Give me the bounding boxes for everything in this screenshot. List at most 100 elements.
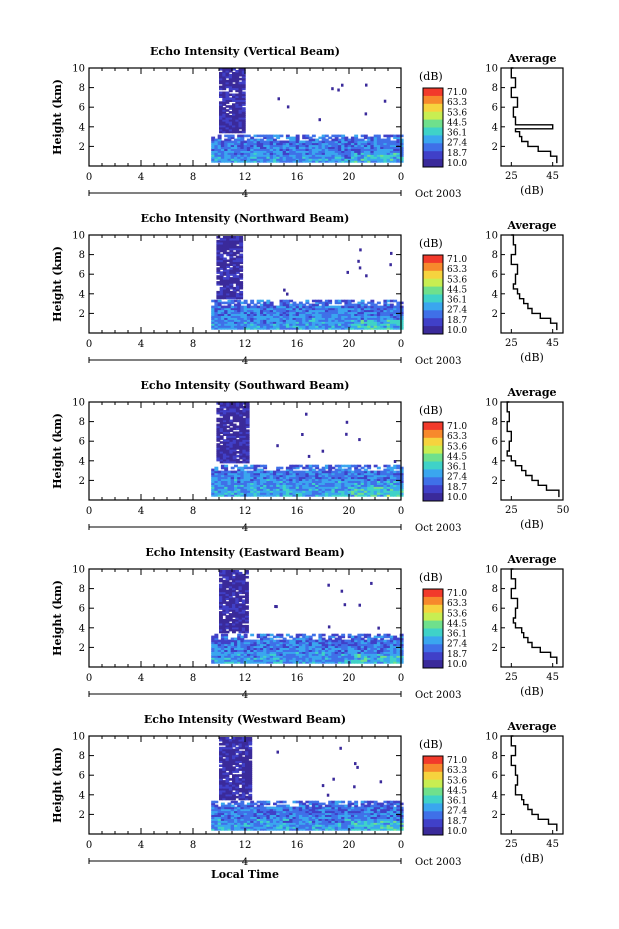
echo-cell [273,313,277,316]
echo-cell [389,323,394,326]
echo-cell [219,595,223,599]
echo-cell [245,439,250,442]
echo-cell [324,486,329,489]
echo-cell [246,651,251,654]
echo-cell [318,323,323,326]
x-tick-label: 4 [138,172,144,183]
echo-cell [222,236,227,239]
echo-cell [354,148,359,151]
echo-cell [315,150,320,153]
echo-cell [253,317,258,320]
echo-cell [380,476,385,480]
echo-cell [357,321,362,324]
echo-cell [217,814,222,817]
echo-cell [232,443,237,446]
echo-cell [377,626,380,630]
echo-cell [220,649,225,652]
echo-cell [219,607,223,610]
echo-cell [246,146,251,149]
colorbar-swatch [423,127,443,136]
echo-cell [253,138,258,142]
echo-cell [230,474,235,478]
echo-cell [386,313,391,316]
echo-cell [238,68,243,71]
echo-cell [237,319,242,322]
echo-cell [321,494,326,497]
echo-cell [269,490,274,493]
echo-cell [305,309,310,313]
echo-cell [240,657,245,660]
echo-cell [237,818,242,821]
echo-cell [260,158,264,161]
echo-cell [285,158,290,161]
echo-cell [269,315,274,318]
echo-cell [237,136,242,140]
echo-cell [328,307,333,311]
echo-cell [243,814,248,817]
echo-cell [376,309,381,313]
echo-cell [225,591,230,595]
echo-cell [266,323,271,326]
echo-cell [266,643,271,647]
echo-cell [273,639,277,643]
echo-cell [279,659,284,662]
echo-cell [328,319,333,322]
echo-cell [331,325,336,328]
echo-cell [225,585,230,589]
colorbar-tick-label: 71.0 [447,255,467,265]
echo-cell [279,655,284,658]
echo-cell [219,423,224,427]
echo-cell [357,649,362,652]
echo-cell [229,405,234,409]
echo-cell [350,661,355,664]
echo-cell [308,150,313,153]
echo-cell [225,128,230,132]
echo-cell [396,643,401,647]
echo-cell [250,146,255,149]
echo-cell [273,148,277,151]
y-tick-label: 2 [79,643,85,654]
echo-cell [383,651,388,654]
echo-cell [282,158,287,161]
echo-cell [302,651,307,654]
echo-cell [228,79,233,83]
echo-cell [357,657,362,660]
echo-cell [354,468,359,472]
echo-cell [341,148,346,151]
echo-cell [214,150,219,153]
echo-cell [237,810,242,814]
echo-cell [324,474,329,478]
echo-cell [295,494,300,497]
echo-cell [386,468,391,472]
echo-cell [222,456,227,460]
echo-cell [350,655,355,658]
echo-cell [217,649,222,652]
echo-cell [373,325,378,328]
echo-cell [373,307,378,311]
echo-cell [321,474,326,478]
echo-cell [396,327,401,330]
echo-cell [321,490,326,493]
echo-cell [282,476,287,480]
echo-cell [214,470,219,474]
echo-cell [227,810,232,814]
echo-cell [373,305,378,309]
echo-cell [365,83,368,87]
echo-cell [357,464,362,468]
echo-cell [224,468,229,472]
echo-cell [315,146,320,149]
echo-cell [328,160,333,163]
echo-cell [399,659,404,662]
echo-cell [376,321,381,324]
echo-cell [241,111,246,114]
echo-cell [276,466,281,470]
echo-cell [219,249,224,253]
echo-cell [373,647,378,650]
echo-cell [321,492,326,495]
echo-cell [383,490,388,493]
echo-cell [226,451,231,454]
echo-cell [266,639,271,643]
echo-cell [357,468,362,472]
echo-cell [216,259,221,263]
echo-cell [367,494,372,497]
